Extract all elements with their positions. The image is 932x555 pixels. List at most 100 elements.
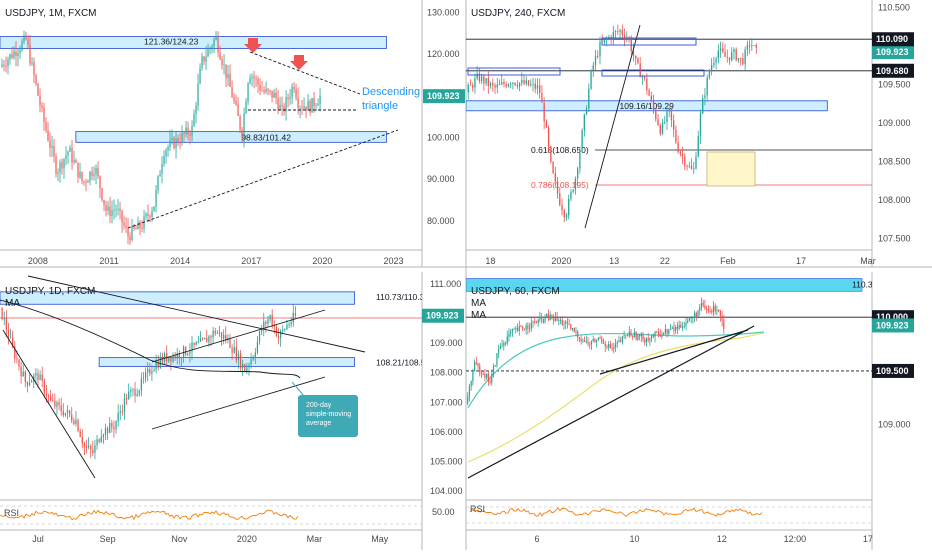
time-tick-label: 2020	[237, 534, 257, 544]
candle-body	[119, 208, 121, 211]
candle-body	[211, 46, 213, 49]
candle-body	[67, 151, 69, 156]
candle-body	[552, 161, 554, 174]
time-tick-label: Feb	[720, 256, 736, 266]
candle-body	[516, 328, 519, 331]
candle-body	[244, 364, 246, 372]
candle-body	[661, 334, 663, 337]
candle-body	[558, 320, 560, 321]
h1-short-trendline	[599, 329, 749, 375]
candle-body	[233, 97, 235, 101]
candle-body	[137, 221, 139, 230]
h1-rsi-pane[interactable]	[466, 506, 872, 524]
candle-body	[163, 353, 166, 363]
candle-body	[501, 82, 503, 85]
monthly-time-axis[interactable]: 2008 2011 2014 2017 2020 2023	[28, 256, 404, 266]
candle-body	[697, 136, 699, 157]
candle-body	[623, 34, 626, 39]
candle-body	[478, 73, 481, 82]
h1-panel[interactable]: 110.30/110.2 USDJPY, 60, FXCM MA MA RSI …	[466, 278, 914, 544]
candle-body	[491, 374, 493, 383]
candle-body	[130, 389, 132, 392]
candle-body	[299, 107, 301, 109]
h4-panel[interactable]: 109.16/109.29 0.618(108.650) 0.786(108.19…	[466, 3, 914, 266]
candle-body	[577, 331, 579, 338]
candle-body	[193, 113, 195, 126]
candle-body	[498, 84, 501, 85]
candle-body	[33, 375, 35, 381]
candle-body	[283, 106, 285, 112]
time-tick-label: 2020	[312, 256, 332, 266]
candle-body	[132, 389, 134, 390]
candle-body	[125, 225, 127, 228]
candle-body	[673, 327, 675, 331]
candle-body	[123, 397, 126, 412]
candle-body	[258, 331, 261, 342]
candle-body	[650, 95, 653, 101]
candle-body	[61, 162, 63, 169]
candle-body	[33, 61, 35, 76]
candle-body	[702, 98, 704, 114]
candle-body	[135, 228, 137, 230]
candle-body	[286, 325, 288, 330]
daily-rsi-pane[interactable]	[0, 505, 422, 525]
panel-title-monthly: USDJPY, 1M, FXCM	[5, 8, 97, 19]
candle-body	[248, 364, 250, 368]
candle-body	[29, 44, 31, 64]
candle-body	[547, 314, 550, 320]
candle-body	[635, 55, 637, 59]
candle-body	[657, 119, 659, 126]
candle-body	[255, 78, 257, 80]
price-tick-label: 80.000	[427, 216, 455, 226]
candle-body	[602, 342, 605, 344]
level-tag-text: 109.500	[876, 366, 909, 376]
triangle-annotation-line1: Descending	[362, 86, 420, 98]
candle-body	[513, 329, 515, 330]
candle-body	[527, 325, 529, 329]
candle-body	[168, 358, 170, 362]
callout-pointer	[291, 381, 305, 397]
candle-body	[656, 331, 658, 333]
candle-body	[659, 125, 661, 134]
candle-body	[75, 419, 77, 424]
h4-time-axis[interactable]: 18 2020 13 22 Feb 17 Mar	[485, 256, 875, 266]
candle-body	[201, 56, 203, 69]
candle-body	[687, 321, 689, 323]
candle-body	[521, 80, 523, 83]
daily-zones: 110.73/110.31 108.21/108.51	[0, 291, 422, 368]
candle-body	[305, 106, 307, 111]
candle-body	[683, 326, 685, 327]
candle-body	[31, 61, 33, 64]
daily-time-axis[interactable]: Jul Sep Nov 2020 Mar May	[32, 534, 389, 544]
candle-body	[317, 103, 319, 106]
candle-body	[47, 396, 50, 397]
candle-body	[290, 322, 292, 325]
price-tag-text: 109.923	[427, 91, 460, 101]
candle-body	[119, 411, 121, 414]
monthly-panel[interactable]: 121.36/124.23 98.83/101.42 USDJPY, 1M, FX…	[0, 8, 465, 267]
sr-zone	[98, 357, 355, 367]
candle-body	[303, 106, 305, 109]
daily-200-sma	[0, 299, 301, 379]
candle-body	[159, 357, 161, 368]
candle-body	[43, 107, 45, 122]
candle-body	[257, 78, 259, 85]
candle-body	[583, 114, 586, 131]
candle-body	[271, 90, 273, 98]
candle-body	[103, 200, 105, 205]
candle-body	[751, 45, 753, 47]
candle-body	[1, 307, 3, 319]
h1-time-axis[interactable]: 6 10 12 12:00 17	[535, 534, 873, 544]
candle-body	[242, 364, 244, 368]
candle-body	[480, 372, 483, 374]
candle-body	[702, 302, 704, 306]
candle-body	[261, 90, 263, 92]
daily-panel[interactable]: 110.73/110.31 108.21/108.51 USDJPY, 1D, F…	[0, 275, 464, 544]
candle-body	[273, 92, 275, 98]
candle-body	[205, 56, 207, 62]
candle-body	[554, 317, 556, 321]
candle-body	[313, 98, 315, 107]
candle-body	[570, 324, 572, 330]
candle-body	[499, 346, 501, 350]
